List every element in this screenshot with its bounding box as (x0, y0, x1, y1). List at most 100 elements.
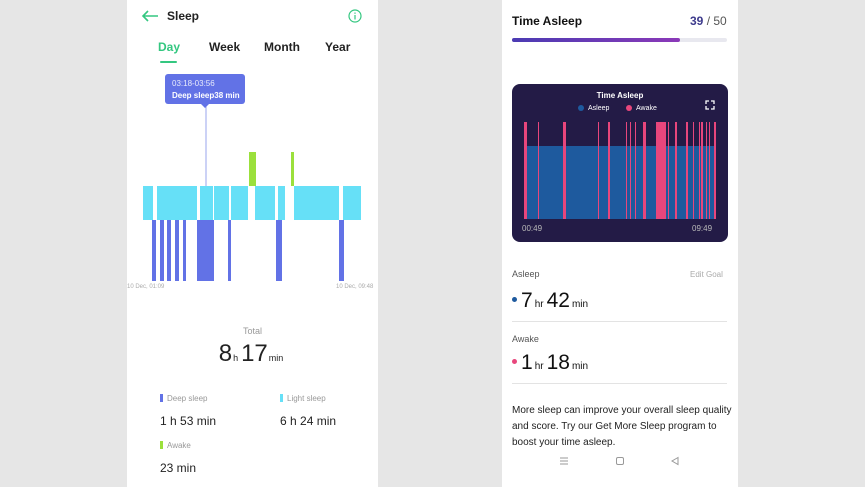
deep-sleep-segment (152, 220, 156, 281)
deep-sleep-segment (276, 220, 282, 281)
awake-segment (538, 122, 539, 219)
awake-segment (706, 122, 707, 219)
axis-end-label: 10 Dec, 09:48 (336, 284, 374, 290)
deep-sleep-segment (160, 220, 164, 281)
axis-start-label: 10 Dec, 01:09 (127, 284, 165, 290)
awake-bullet-icon (512, 359, 517, 364)
fullscreen-icon[interactable] (705, 100, 715, 110)
time-asleep-screen: Time Asleep 39 / 50 Time Asleep Asleep A… (502, 0, 738, 487)
score-progress-bar (512, 38, 727, 42)
awake-segment (701, 122, 703, 219)
light-sleep-segment (343, 186, 361, 220)
awake-segment (714, 122, 716, 219)
deep-sleep-segment (197, 220, 214, 281)
stat-value: 6 h 24 min (280, 414, 337, 428)
awake-segment (699, 122, 700, 219)
tab-year[interactable]: Year (325, 40, 351, 54)
page-title: Time Asleep (512, 14, 583, 28)
stat-value: 23 min (160, 461, 197, 475)
asleep-hours: 7 (521, 289, 533, 312)
stat-value: 1 h 53 min (160, 414, 217, 428)
awake-segment (643, 122, 646, 219)
tooltip-time: 03:18-03:56 (172, 79, 215, 88)
awake-segment (709, 122, 710, 219)
time-asleep-card: Time Asleep Asleep Awake (512, 84, 728, 242)
score-value: 39 (690, 14, 704, 28)
back-icon[interactable] (670, 456, 680, 466)
light-sleep-segment (143, 186, 153, 220)
awake-segment (249, 152, 256, 186)
light-sleep-stat: Light sleep 6 h 24 min (280, 388, 336, 428)
legend-label: Awake (636, 105, 657, 112)
sleep-timeline-chart[interactable] (522, 122, 718, 220)
total-label: Total (242, 326, 262, 336)
deep-sleep-swatch (160, 394, 163, 402)
awake-swatch (160, 441, 163, 449)
tooltip-arrow (201, 104, 209, 108)
awake-segment (524, 122, 527, 219)
menu-icon[interactable] (559, 456, 569, 466)
awake-label: Awake (512, 334, 539, 344)
light-sleep-segment (294, 186, 339, 220)
tab-week[interactable]: Week (209, 40, 241, 54)
awake-hours: 1 (521, 351, 533, 374)
awake-stat: Awake 23 min (160, 435, 196, 475)
awake-segment (608, 122, 610, 219)
light-sleep-segment (231, 186, 248, 220)
deep-sleep-segment (175, 220, 179, 281)
hr-unit: hr (534, 361, 544, 372)
tab-month[interactable]: Month (264, 40, 300, 54)
info-icon[interactable] (348, 9, 362, 23)
deep-sleep-segment (228, 220, 231, 281)
min-unit: min (571, 299, 589, 310)
back-arrow-icon[interactable] (141, 9, 159, 23)
segment-tooltip: 03:18-03:56 Deep sleep38 min (165, 74, 245, 108)
awake-segment (686, 122, 688, 219)
stat-label: Awake (167, 441, 191, 450)
sleep-app-screen: Sleep Day Week Month Year (127, 0, 378, 487)
score-max: / 50 (706, 14, 727, 28)
asleep-dot-icon (578, 105, 584, 111)
sleep-stage-chart[interactable] (127, 70, 378, 285)
active-tab-indicator (160, 61, 177, 63)
edit-goal-link[interactable]: Edit Goal (690, 270, 723, 279)
legend-asleep: Asleep (578, 105, 609, 112)
min-unit: min (571, 361, 589, 372)
light-sleep-swatch (280, 394, 283, 402)
deep-sleep-segment (167, 220, 171, 281)
stat-label: Light sleep (287, 394, 326, 403)
system-nav-bar (502, 450, 738, 473)
total-sleep-value: 8h 17min (127, 340, 378, 368)
total-hours: 8 (218, 340, 233, 367)
timeline-start: 00:49 (522, 224, 543, 233)
awake-segment (630, 122, 631, 219)
home-icon[interactable] (615, 456, 625, 466)
divider (512, 321, 727, 322)
tab-day[interactable]: Day (158, 40, 181, 54)
awake-value: 1 hr 18 min (512, 351, 591, 375)
awake-segment (598, 122, 599, 219)
awake-segment (563, 122, 566, 219)
awake-segment (291, 152, 294, 186)
period-tabs: Day Week Month Year (127, 40, 378, 64)
awake-segment (656, 122, 666, 219)
asleep-minutes: 42 (546, 289, 570, 312)
deep-sleep-stat: Deep sleep 1 h 53 min (160, 388, 216, 428)
total-minutes: 17 (241, 340, 268, 367)
deep-sleep-segment (183, 220, 186, 281)
light-sleep-segment (200, 186, 213, 220)
deep-sleep-segment (339, 220, 344, 281)
stat-label: Deep sleep (167, 394, 208, 403)
tooltip-detail: Deep sleep38 min (172, 91, 240, 100)
page-title: Sleep (167, 9, 200, 23)
legend-label: Asleep (588, 105, 610, 112)
asleep-label: Asleep (512, 269, 540, 279)
awake-segment (626, 122, 627, 219)
light-sleep-segment (157, 186, 197, 220)
awake-segment (635, 122, 636, 219)
awake-segment (693, 122, 694, 219)
asleep-value: 7 hr 42 min (512, 289, 591, 313)
light-sleep-segment (278, 186, 285, 220)
asleep-bullet-icon (512, 297, 517, 302)
awake-minutes: 18 (546, 351, 570, 374)
